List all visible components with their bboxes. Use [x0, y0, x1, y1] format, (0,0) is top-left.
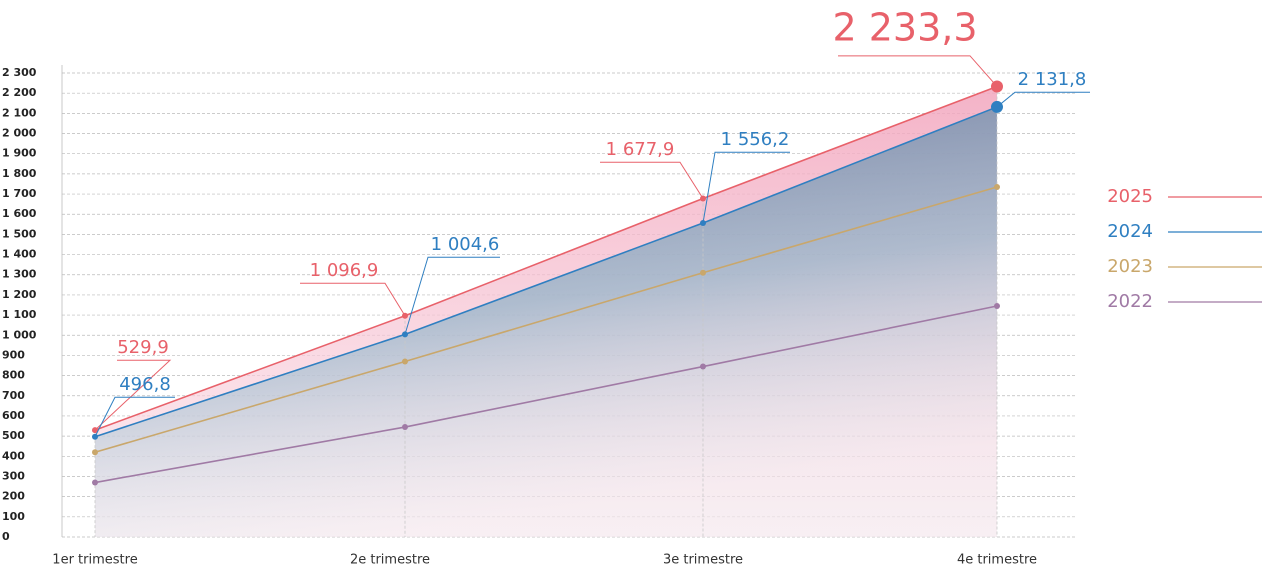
x-tick-label: 4e trimestre — [957, 553, 1037, 568]
data-point — [994, 183, 1000, 190]
y-tick-label: 700 — [2, 389, 25, 402]
callout-line — [94, 359, 172, 431]
callout-line — [600, 161, 704, 199]
data-label: 1 096,9 — [310, 260, 379, 281]
y-tick-label: 1 500 — [2, 227, 37, 240]
area — [95, 106, 997, 537]
data-point — [402, 424, 408, 431]
data-label: 2 233,3 — [832, 6, 977, 50]
y-tick-label: 1 400 — [2, 248, 37, 261]
x-tick-label: 2e trimestre — [350, 553, 430, 568]
data-point — [92, 479, 98, 486]
y-tick-label: 800 — [2, 369, 25, 382]
data-label: 1 677,9 — [606, 139, 675, 160]
callout-line — [404, 256, 500, 335]
y-tick-label: 400 — [2, 449, 25, 462]
data-label: 1 556,2 — [721, 129, 790, 150]
series-line — [94, 106, 998, 438]
legend-label: 2022 — [1107, 291, 1153, 312]
y-tick-label: 1 800 — [2, 167, 37, 180]
y-tick-label: 1 000 — [2, 328, 37, 341]
y-tick-label: 0 — [2, 530, 10, 543]
data-point — [994, 303, 1000, 310]
x-tick-label: 1er trimestre — [52, 553, 137, 568]
series-line — [94, 186, 998, 454]
data-point — [700, 363, 706, 370]
y-tick-label: 600 — [2, 409, 25, 422]
legend-label: 2023 — [1107, 256, 1153, 277]
data-label: 496,8 — [119, 374, 171, 395]
callout-line — [702, 151, 790, 224]
callout-line — [300, 282, 406, 316]
data-label: 2 131,8 — [1018, 69, 1087, 90]
y-tick-label: 500 — [2, 429, 25, 442]
y-tick-label: 2 200 — [2, 86, 37, 99]
y-tick-label: 2 000 — [2, 127, 37, 140]
callout-line — [996, 91, 1090, 108]
y-tick-label: 1 900 — [2, 147, 37, 160]
x-tick-label: 3e trimestre — [663, 553, 743, 568]
series-line — [94, 305, 998, 484]
y-tick-label: 1 100 — [2, 308, 37, 321]
y-tick-label: 1 600 — [2, 207, 37, 220]
data-label: 529,9 — [117, 337, 169, 358]
legend-label: 2025 — [1107, 186, 1153, 207]
data-point — [92, 449, 98, 456]
data-point — [402, 358, 408, 365]
y-tick-label: 2 100 — [2, 106, 37, 119]
data-point — [700, 269, 706, 276]
y-tick-label: 200 — [2, 490, 25, 503]
y-tick-label: 2 300 — [2, 66, 37, 79]
data-label: 1 004,6 — [431, 234, 500, 255]
y-tick-label: 900 — [2, 348, 25, 361]
series-line — [94, 85, 998, 431]
callout-line — [838, 55, 998, 87]
y-tick-label: 1 300 — [2, 268, 37, 281]
y-tick-label: 1 200 — [2, 288, 37, 301]
y-tick-label: 100 — [2, 510, 25, 523]
y-tick-label: 1 700 — [2, 187, 37, 200]
legend-label: 2024 — [1107, 221, 1153, 242]
y-tick-label: 300 — [2, 469, 25, 482]
callout-line — [94, 396, 175, 438]
